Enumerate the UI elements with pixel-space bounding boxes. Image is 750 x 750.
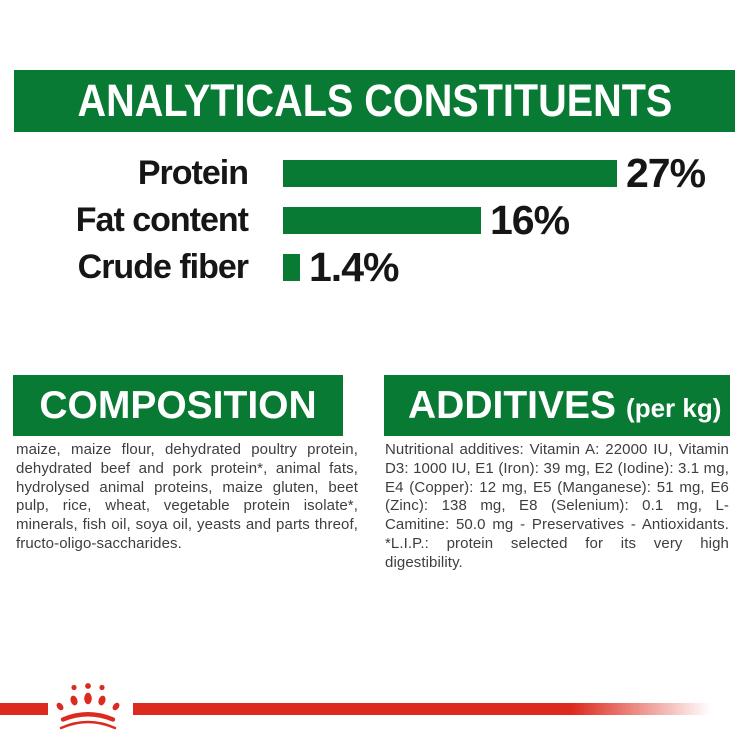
chart-value-label: 16% — [490, 197, 570, 243]
chart-value-label: 27% — [626, 150, 706, 196]
analytical-constituents-header: ANALYTICALS CONSTITUENTS — [14, 70, 735, 132]
chart-value-label: 1.4% — [309, 244, 399, 290]
royal-canin-crown-icon — [56, 683, 120, 730]
chart-bar — [283, 254, 300, 281]
page-title: ANALYTICALS CONSTITUENTS — [77, 75, 672, 126]
analytical-constituents-chart: Protein 27% Fat content 16% Crude fiber 1.4% — [0, 150, 750, 291]
composition-title: COMPOSITION — [39, 383, 317, 427]
chart-category-label: Protein — [137, 154, 249, 192]
additives-header: ADDITIVES (per kg) — [384, 375, 730, 436]
chart-row: Protein 27% — [0, 150, 750, 197]
brand-stripe-right — [133, 703, 711, 715]
chart-row: Fat content 16% — [0, 197, 750, 244]
additives-text: Nutritional additives: Vitamin A: 22000 … — [385, 441, 729, 571]
chart-bar — [283, 160, 617, 187]
chart-row: Crude fiber 1.4% — [0, 244, 750, 291]
composition-text: maize, maize flour, dehydrated poultry p… — [16, 441, 358, 552]
brand-stripe-left — [0, 703, 48, 715]
additives-title-suffix: (per kg) — [626, 393, 722, 423]
chart-category-label: Crude fiber — [77, 248, 249, 286]
chart-bar — [283, 207, 481, 234]
chart-category-label: Fat content — [75, 201, 249, 239]
composition-header: COMPOSITION — [13, 375, 343, 436]
additives-title: ADDITIVES — [408, 383, 617, 427]
